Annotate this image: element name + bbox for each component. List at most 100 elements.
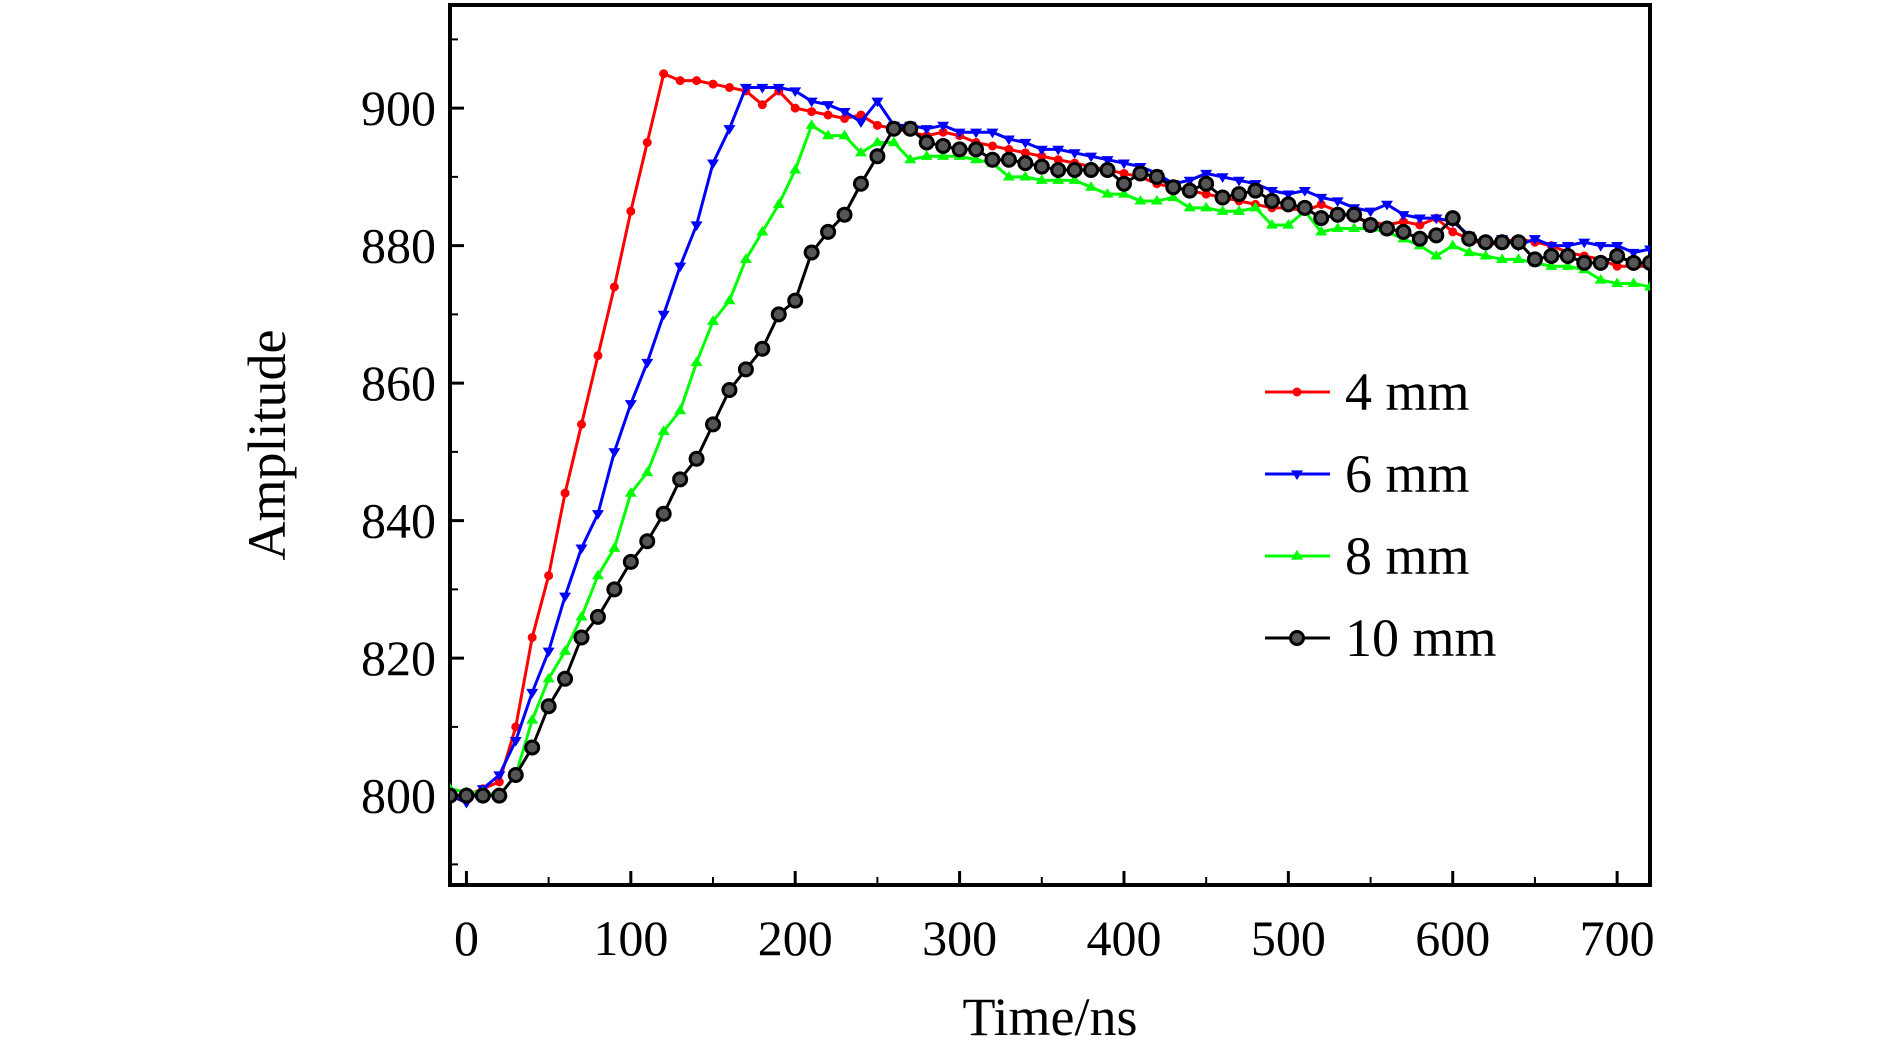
data-point [918,134,935,151]
y-tick-label: 820 [361,630,436,686]
data-point [822,129,835,140]
data-point [690,221,703,231]
data-point [902,120,919,137]
data-point [938,127,948,137]
data-point [1249,201,1262,212]
legend-label: 6 mm [1345,444,1470,504]
data-point [772,83,785,94]
data-point [1181,182,1198,199]
data-point [560,488,570,498]
data-point [1627,248,1640,259]
data-point [589,608,606,625]
legend-item: 4 mm [1265,362,1470,422]
data-point [756,225,769,236]
data-point [1017,155,1034,172]
x-tick-label: 300 [922,910,997,966]
series-line [450,123,1650,798]
data-point [1050,162,1067,178]
legend-label: 8 mm [1345,526,1470,586]
data-point [1101,156,1114,166]
x-tick-label: 0 [454,910,479,966]
data-point [1263,192,1280,209]
data-point [1002,135,1015,146]
data-point [593,351,603,361]
data-point [474,787,491,804]
data-point [559,645,572,655]
data-point [1315,225,1328,236]
data-point [1020,148,1030,158]
data-point [986,128,999,139]
data-point [1594,242,1607,252]
data-point [1395,223,1412,240]
data-point [789,87,802,97]
plot-frame [448,3,1652,887]
data-point [1132,165,1149,182]
data-point [641,358,654,369]
data-point [1329,206,1346,223]
data-point [707,315,720,325]
data-point [838,107,851,118]
data-point [854,118,867,128]
data-point [1265,187,1278,197]
data-point [1000,151,1017,168]
data-point [1411,230,1428,247]
data-point [970,128,983,139]
data-point [1545,242,1558,252]
data-point [1002,170,1015,181]
y-tick-label: 800 [361,768,436,824]
series-line [450,127,1650,798]
data-point [1066,162,1083,178]
data-point [707,159,720,170]
data-point [1165,179,1182,196]
data-point [1644,245,1650,256]
data-point [1004,144,1014,154]
y-axis-ticks: 800 820 840 860 880 900 [361,38,464,866]
data-point [1594,274,1607,284]
data-point [1282,190,1295,201]
data-point [1559,247,1576,264]
data-point [1430,249,1443,260]
data-point [1477,234,1494,251]
data-point [1510,234,1527,251]
data-point [624,487,637,497]
data-point [920,125,933,135]
data-point [836,206,853,223]
data-point [1101,188,1114,198]
data-point [1378,220,1395,237]
data-point [935,137,952,154]
data-point [608,542,621,552]
data-point [524,739,541,756]
data-point [1233,205,1246,215]
x-tick-label: 200 [758,910,833,966]
data-point [1265,219,1278,229]
data-point [1183,201,1196,212]
legend-marker [1291,550,1303,560]
data-point [852,175,869,192]
data-point [1296,199,1313,216]
data-point [937,150,950,160]
data-point [1494,234,1511,251]
data-point [1331,222,1344,233]
data-point [1150,194,1163,205]
data-point [756,83,769,94]
legend-item: 10 mm [1265,608,1497,668]
data-point [1545,260,1558,270]
data-point [1398,217,1408,227]
data-point [1083,162,1100,178]
series-line [450,72,1650,798]
data-point [540,698,557,715]
data-point [1037,151,1047,161]
data-point [1231,186,1248,203]
data-point [1183,176,1196,187]
data-point [642,138,652,147]
data-point [493,771,506,781]
data-point [1068,149,1081,159]
data-point [1313,210,1330,227]
data-point [854,146,867,157]
data-point [542,647,555,658]
data-point [458,787,475,804]
data-point [724,83,734,92]
data-point [1611,242,1624,252]
data-point [1612,261,1622,271]
data-point [657,425,670,435]
